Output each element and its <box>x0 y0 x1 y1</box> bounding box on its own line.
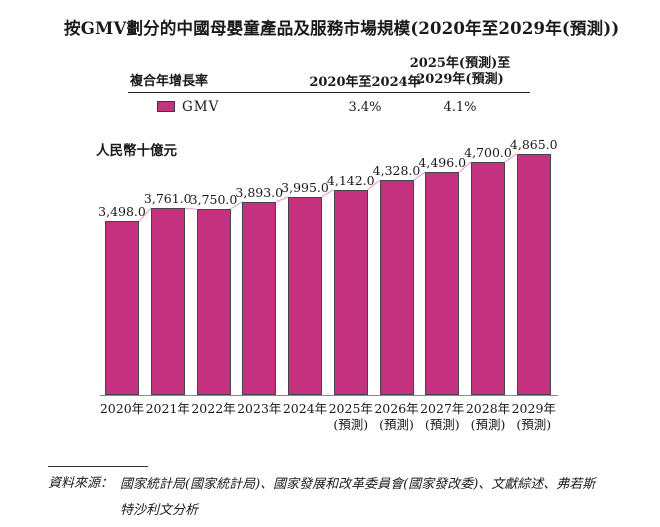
x-tick-year: 2027年 <box>420 401 465 416</box>
bar-2027年 <box>425 171 460 395</box>
bar-2026年 <box>379 180 414 395</box>
cagr-metric-header: 複合年增長率 <box>130 74 209 89</box>
x-tick-year: 2029年 <box>511 401 556 416</box>
bar-2024年 <box>288 196 322 395</box>
bar-value-label: 3,995.0 <box>281 179 329 195</box>
bar-2022年 <box>196 209 231 395</box>
bar-value-label: 4,496.0 <box>418 154 467 170</box>
cagr-period2-value: 4.1% <box>443 100 477 115</box>
source-text: 國家統計局(國家統計局)、國家發展和改革委員會(國家發改委)、文獻綜述、弗若斯 … <box>120 472 645 524</box>
bar-value-label: 3,498.0 <box>98 204 146 220</box>
y-axis-unit-label: 人民幣十億元 <box>96 143 177 159</box>
connector-segment <box>275 196 289 203</box>
source-label: 資料來源： <box>48 476 114 491</box>
bar-2023年 <box>242 201 277 395</box>
source-text-line1: 國家統計局(國家統計局)、國家發展和改革委員會(國家發改委)、文獻綜述、弗若斯 <box>120 477 596 492</box>
bar-value-label: 3,750.0 <box>189 192 238 207</box>
cagr-period2-header: 2025年(預測)至 2029年(預測) <box>395 56 525 88</box>
connector-segment <box>321 189 335 198</box>
bar-value-label: 4,328.0 <box>372 163 421 179</box>
x-tick-year: 2020年 <box>99 401 145 416</box>
x-tick-label: 2026年 (預測) <box>365 401 429 433</box>
x-tick-label: 2027年 (預測) <box>410 401 474 433</box>
x-tick-year: 2028年 <box>465 401 511 416</box>
bar-value-label: 3,893.0 <box>235 184 284 200</box>
x-tick-year: 2024年 <box>282 401 328 416</box>
x-tick-label: 2028年 (預測) <box>456 401 520 433</box>
source-text-line2: 特沙利文分析 <box>120 503 199 518</box>
cagr-period2-header-line1: 2025年(預測)至 <box>409 56 511 71</box>
x-tick-label: 2029年 (預測) <box>502 401 566 433</box>
gmv-legend-label: GMV <box>182 99 220 115</box>
cagr-period2-header-line2: 2029年(預測) <box>416 72 504 87</box>
x-tick-year: 2023年 <box>237 401 282 416</box>
x-tick-forecast-note: (預測) <box>424 417 460 432</box>
bar-value-label: 4,142.0 <box>326 172 375 188</box>
x-tick-label: 2021年 <box>136 401 200 417</box>
x-tick-forecast-note: (預測) <box>333 417 369 432</box>
x-tick-forecast-note: (預測) <box>379 417 414 432</box>
chart-title: 按GMV劃分的中國母嬰童產品及服務市場規模(2020年至2029年(預測)) <box>64 19 620 38</box>
connector-segment <box>367 179 380 191</box>
x-tick-label: 2020年 <box>90 401 154 417</box>
bar-2028年 <box>471 161 505 395</box>
connector-segment <box>138 208 152 222</box>
connector-segment <box>504 153 518 163</box>
x-tick-forecast-note: (預測) <box>470 417 506 432</box>
x-tick-label: 2022年 <box>182 401 246 417</box>
bar-value-label: 4,700.0 <box>464 144 512 160</box>
x-tick-year: 2026年 <box>374 401 419 416</box>
x-tick-label: 2025年 (預測) <box>319 401 383 433</box>
x-tick-label: 2023年 <box>227 401 291 417</box>
connector-segment <box>458 161 472 173</box>
x-tick-year: 2021年 <box>145 401 190 416</box>
cagr-period1-value: 3.4% <box>348 100 382 115</box>
connector-segment <box>230 201 243 210</box>
gmv-legend-swatch <box>157 101 175 112</box>
bar-2029年 <box>516 153 551 395</box>
table-rule <box>128 92 530 93</box>
connector-segment <box>184 207 197 210</box>
bar-value-label: 4,865.0 <box>509 136 558 152</box>
cagr-period1-header: 2020年至2024年 <box>309 75 421 90</box>
x-tick-year: 2025年 <box>328 401 373 416</box>
x-tick-label: 2024年 <box>273 401 337 417</box>
footnote-rule <box>48 466 148 467</box>
bar-2020年 <box>105 221 139 395</box>
x-tick-year: 2022年 <box>191 401 236 416</box>
bar-value-label: 3,761.0 <box>143 191 192 207</box>
bar-2021年 <box>150 208 185 395</box>
x-axis-line <box>100 395 558 396</box>
x-tick-forecast-note: (預測) <box>516 417 552 432</box>
bar-2025年 <box>333 189 368 395</box>
connector-segment <box>413 171 426 181</box>
